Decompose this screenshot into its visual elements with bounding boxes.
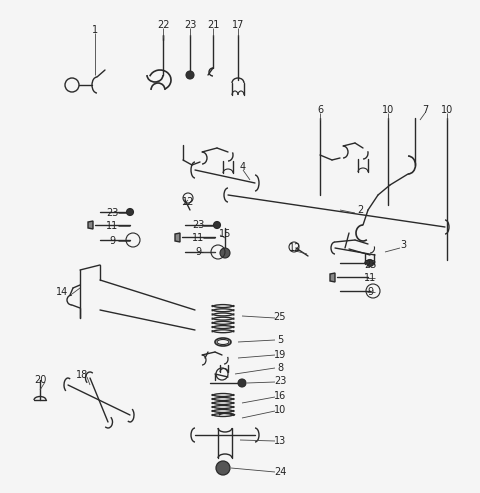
Polygon shape — [175, 233, 180, 242]
Text: 16: 16 — [274, 391, 286, 401]
Text: 11: 11 — [106, 221, 118, 231]
Text: 19: 19 — [274, 350, 286, 360]
Text: 17: 17 — [232, 20, 244, 30]
Text: 10: 10 — [382, 105, 394, 115]
Polygon shape — [330, 273, 335, 282]
Text: 23: 23 — [364, 260, 376, 270]
Text: 23: 23 — [274, 376, 286, 386]
Text: 4: 4 — [240, 162, 246, 172]
Text: 21: 21 — [207, 20, 219, 30]
Circle shape — [220, 248, 230, 258]
Circle shape — [216, 461, 230, 475]
Text: 23: 23 — [106, 208, 118, 218]
Text: 11: 11 — [364, 273, 376, 283]
Polygon shape — [88, 221, 93, 229]
Text: 10: 10 — [274, 405, 286, 415]
Text: 12: 12 — [289, 243, 301, 253]
Text: 22: 22 — [157, 20, 169, 30]
Text: 14: 14 — [56, 287, 68, 297]
Text: 23: 23 — [184, 20, 196, 30]
Circle shape — [367, 259, 373, 267]
Text: 1: 1 — [92, 25, 98, 35]
Text: 9: 9 — [195, 247, 201, 257]
Circle shape — [214, 221, 220, 228]
Text: 23: 23 — [192, 220, 204, 230]
Text: 7: 7 — [422, 105, 428, 115]
Text: 9: 9 — [367, 287, 373, 297]
Text: 8: 8 — [277, 363, 283, 373]
Text: 6: 6 — [317, 105, 323, 115]
Text: 10: 10 — [441, 105, 453, 115]
Text: 25: 25 — [274, 312, 286, 322]
Text: 2: 2 — [357, 205, 363, 215]
Circle shape — [238, 379, 246, 387]
Text: 11: 11 — [192, 233, 204, 243]
Text: 18: 18 — [76, 370, 88, 380]
Circle shape — [127, 209, 133, 215]
Text: 3: 3 — [400, 240, 406, 250]
Circle shape — [186, 71, 194, 79]
Text: 24: 24 — [274, 467, 286, 477]
Text: 9: 9 — [109, 236, 115, 246]
Text: 5: 5 — [277, 335, 283, 345]
Text: 12: 12 — [182, 197, 194, 207]
Text: 13: 13 — [274, 436, 286, 446]
Text: 15: 15 — [219, 229, 231, 239]
Text: 20: 20 — [34, 375, 46, 385]
